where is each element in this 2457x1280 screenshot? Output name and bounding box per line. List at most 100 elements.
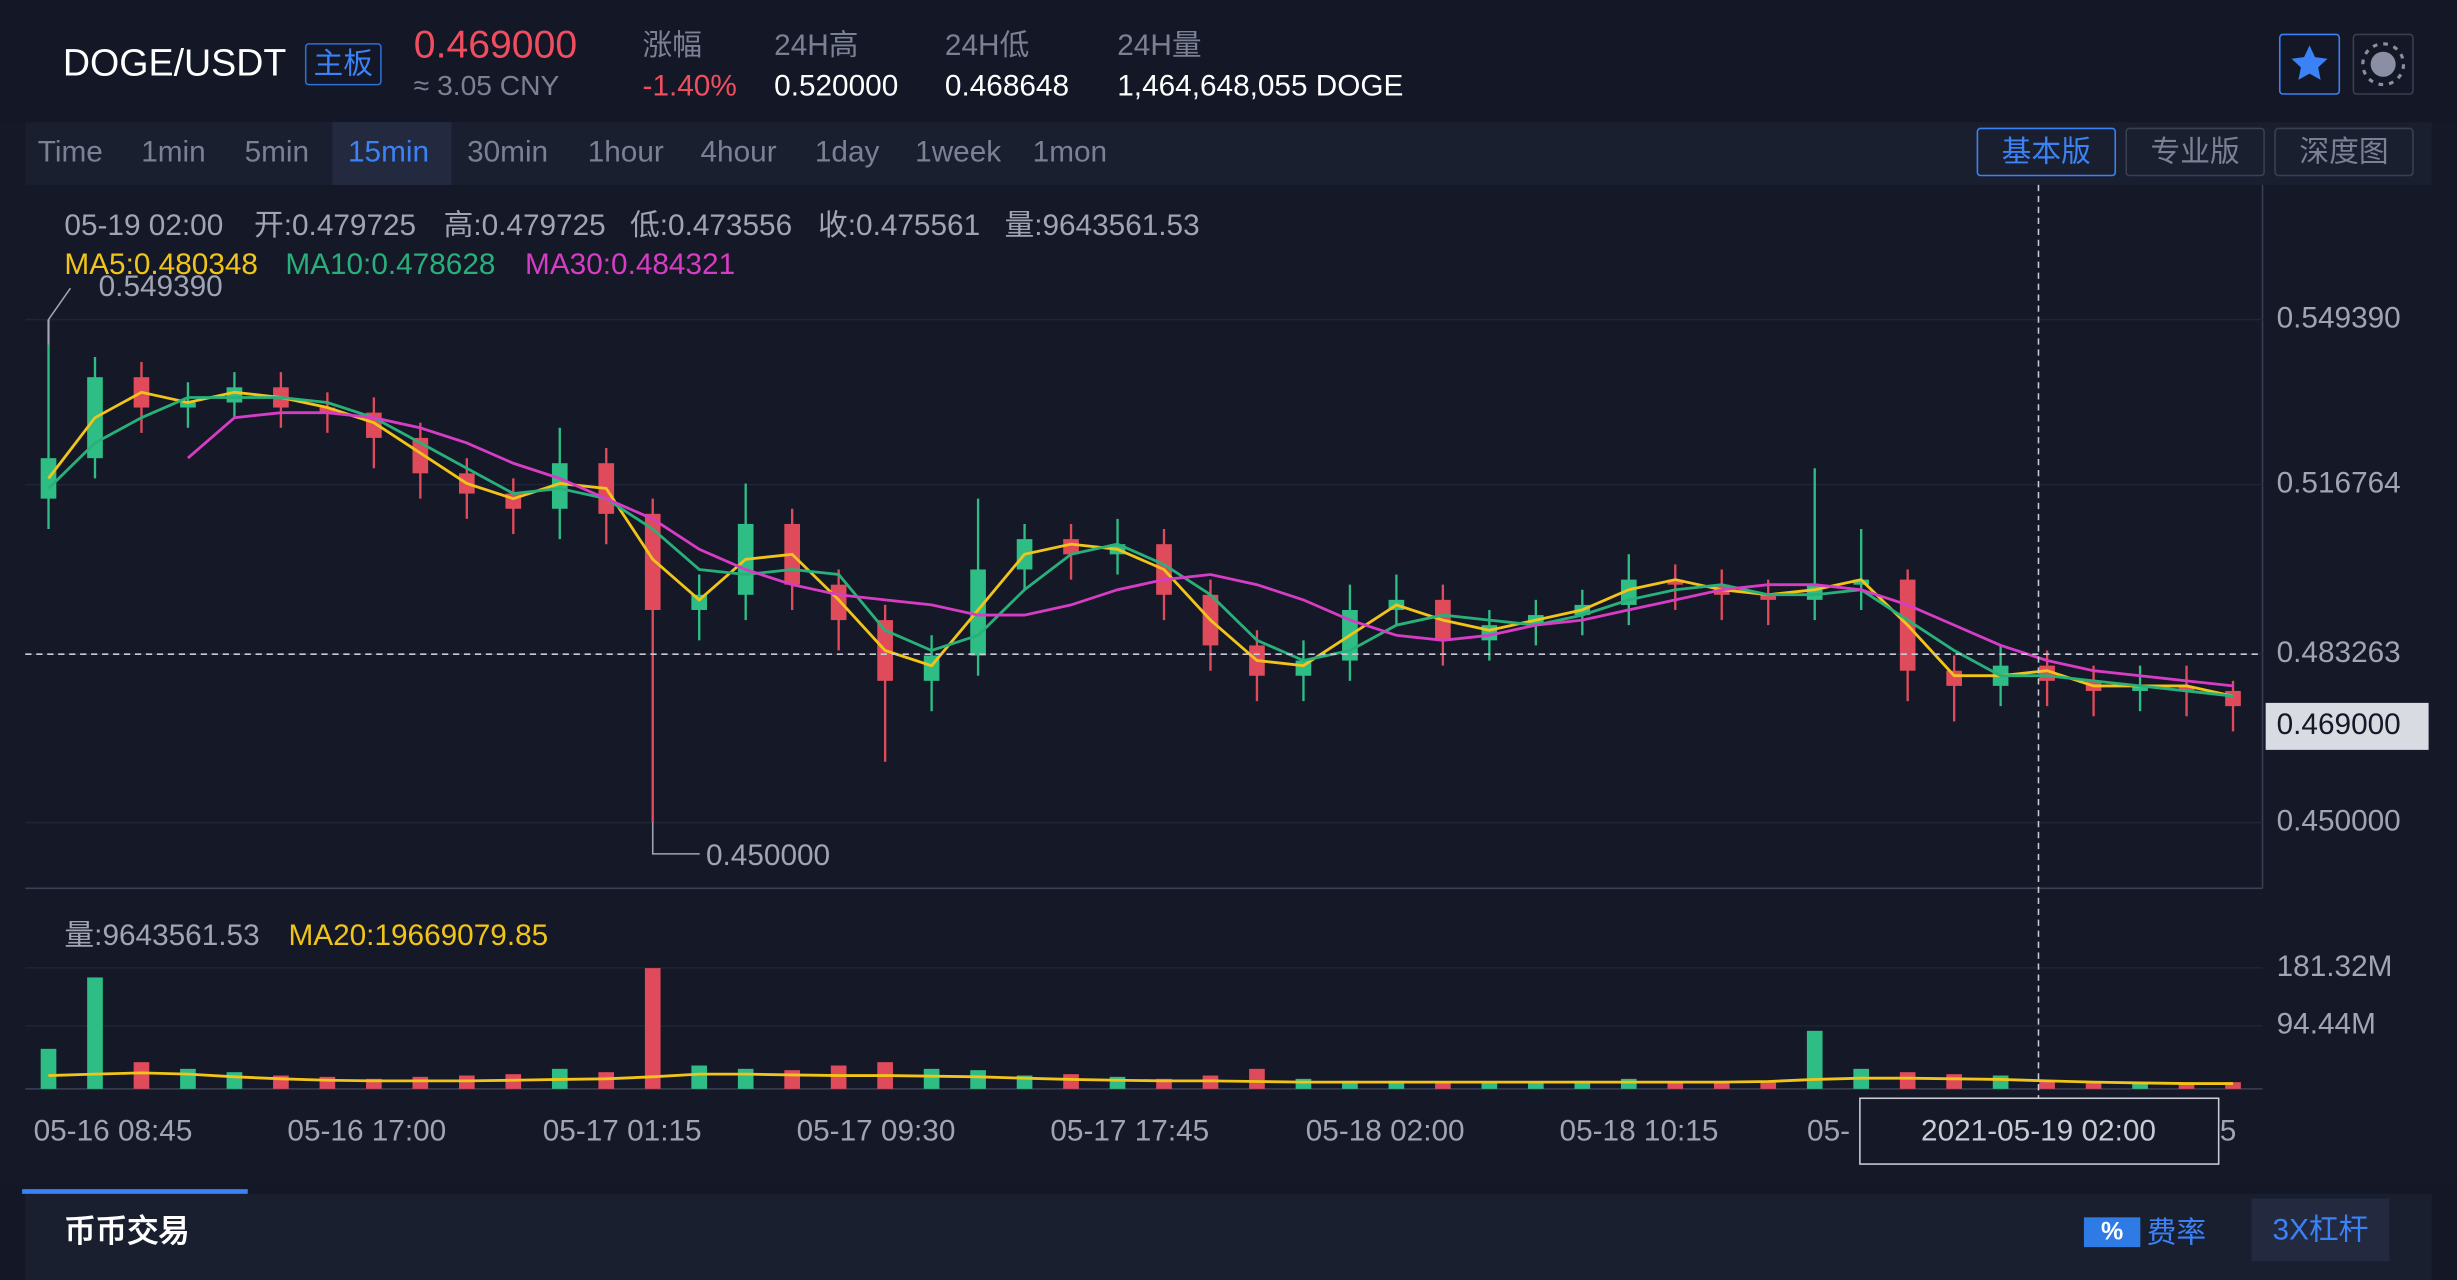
volume-bar [40, 1048, 57, 1089]
interval[interactable]: 15min [348, 135, 429, 168]
leverage-box[interactable] [2251, 1198, 2390, 1262]
view-label: 基本版 [2002, 135, 2091, 168]
volume-bar [133, 1062, 150, 1089]
star-icon [2291, 45, 2328, 80]
view-button[interactable] [2125, 127, 2265, 177]
intervals: Time 1min 5min 15min 30min 1hour 4hour 1day 1wee… [38, 122, 1107, 185]
y-tick-label: 0.450000 [2277, 804, 2401, 837]
crosshair-time: 2021-05-19 02:00 [1921, 1115, 2156, 1148]
candle-body [180, 402, 196, 408]
readout-volume: 量:9643561.53 [1004, 209, 1199, 242]
volume-bar [1899, 1072, 1916, 1089]
y-tick-label: 0.483263 [2277, 636, 2401, 669]
interval[interactable]: 1day [815, 135, 880, 168]
volume-bar [1528, 1082, 1544, 1089]
stat-value: 1,464,648,055 DOGE [1117, 70, 1403, 103]
volume-bar [2178, 1082, 2195, 1089]
sun-rays [2361, 42, 2406, 87]
volume-bar [2039, 1080, 2055, 1089]
volume-bar [737, 1068, 754, 1089]
candle-body [1760, 594, 1777, 600]
tab-indicator [22, 1189, 248, 1194]
y-tick-label: 0.516764 [2277, 467, 2401, 500]
volume-bar [226, 1072, 243, 1089]
interval[interactable]: 1mon [1033, 135, 1107, 168]
view-label: 深度图 [2299, 135, 2388, 168]
x-tick-label: 5 [2220, 1115, 2237, 1148]
candle-body [1667, 579, 1684, 585]
view-button[interactable] [1976, 127, 2117, 177]
readout-ma30: MA30:0.484321 [525, 248, 735, 281]
volume-bar [366, 1078, 382, 1089]
stat-label: 24H高 [774, 29, 858, 62]
view-label: 专业版 [2151, 135, 2240, 168]
readout-ma10: MA10:0.478628 [285, 248, 495, 281]
view-button[interactable] [2274, 127, 2414, 177]
stat-label: 24H量 [1117, 29, 1201, 62]
volume-bar [1342, 1080, 1358, 1089]
volume-bar [644, 968, 661, 1089]
badge: 主板 [314, 48, 374, 81]
volume-tick-label: 94.44M [2277, 1008, 2376, 1041]
readout: 05-19 02:00 开:0.479725 高:0.479725 低:0.47… [64, 209, 1199, 952]
volume-bar [319, 1076, 336, 1089]
view-buttons: 基本版 专业版 深度图 [1976, 127, 2414, 177]
volume-bar [1156, 1078, 1172, 1089]
volume-bar [412, 1076, 429, 1089]
volume-bar [784, 1070, 801, 1089]
candle-body [319, 407, 336, 413]
cny-price: ≈ 3.05 CNY [414, 69, 560, 101]
volume-ma-line [48, 1071, 2234, 1085]
favorite-button[interactable] [2278, 33, 2341, 95]
volume-bar [923, 1068, 940, 1089]
theme-button[interactable] [2352, 33, 2414, 95]
fee-link[interactable]: 费率 [2147, 1216, 2207, 1249]
readout-close: 收:0.475561 [818, 209, 980, 242]
volume-bar [1946, 1074, 1962, 1089]
volume-bar [830, 1065, 847, 1089]
candle-body [1946, 670, 1962, 686]
readout-high: 高:0.479725 [444, 209, 606, 242]
volume-bar [598, 1072, 615, 1089]
fee-icon-box [2083, 1217, 2141, 1248]
stat-value: -1.40% [643, 70, 737, 103]
volume-bar [1063, 1074, 1079, 1089]
min-marker [651, 822, 700, 855]
interval-active-bg [332, 122, 452, 185]
interval[interactable]: 1hour [588, 135, 664, 168]
interval[interactable]: 30min [467, 135, 548, 168]
ma-line [186, 411, 2234, 688]
sun-icon [2370, 51, 2396, 77]
stat-value: 0.468648 [945, 70, 1069, 103]
readout-vol-ma20: MA20:19669079.85 [288, 919, 548, 952]
header-bar [0, 0, 2457, 123]
stat-label: 涨幅 [643, 29, 703, 62]
interval[interactable]: 4hour [701, 135, 777, 168]
x-tick-label: 05-16 17:00 [287, 1115, 446, 1148]
price-tag: 0.469000 [2277, 708, 2401, 741]
interval[interactable]: 1week [915, 135, 1001, 168]
y-tick-label: 0.549390 [2277, 301, 2401, 334]
volume-bar [1806, 1030, 1823, 1089]
interval[interactable]: Time [38, 135, 103, 168]
volume-bar [1435, 1082, 1451, 1089]
min-label: 0.450000 [706, 839, 830, 872]
volume-bar [1388, 1080, 1405, 1089]
volume-bar [1249, 1068, 1265, 1089]
candle-body [2178, 685, 2195, 691]
interval[interactable]: 5min [245, 135, 309, 168]
tab[interactable]: 币币交易 [64, 1212, 189, 1248]
max-label: 0.549390 [99, 270, 223, 303]
plot: 0.549390 0.516764 0.483263 0.450000 181.32M 9… [25, 184, 2429, 1165]
readout-low: 低:0.473556 [630, 209, 792, 242]
volume-bar [1109, 1076, 1126, 1089]
x-tick-label: 05-18 02:00 [1306, 1115, 1465, 1148]
candle-body [551, 463, 568, 509]
volume-bar [691, 1065, 708, 1089]
pair-name: DOGE/USDT [63, 42, 287, 84]
volume-bar [1713, 1082, 1730, 1089]
interval[interactable]: 1min [141, 135, 205, 168]
x-tick-label: 05-17 09:30 [797, 1115, 956, 1148]
